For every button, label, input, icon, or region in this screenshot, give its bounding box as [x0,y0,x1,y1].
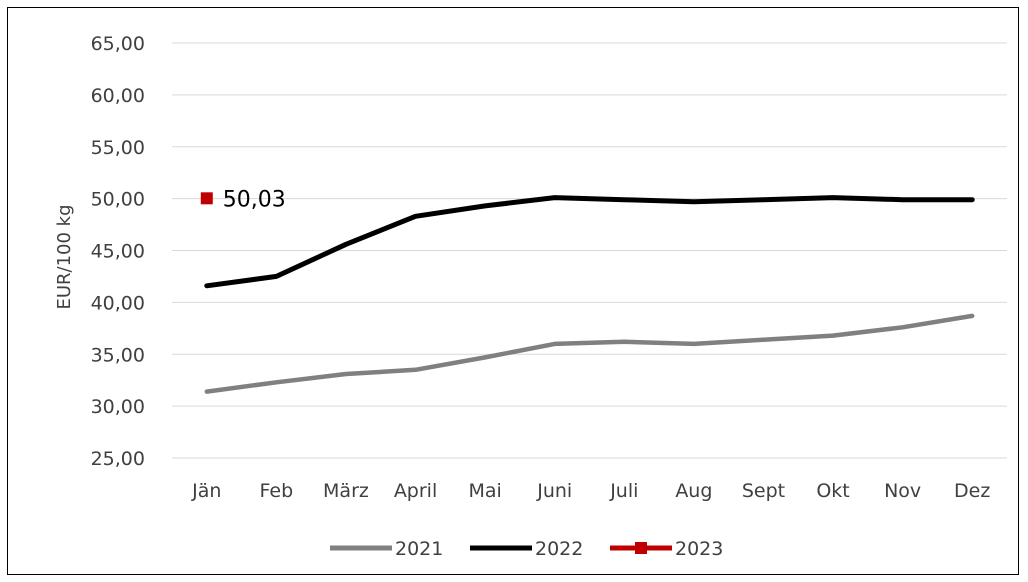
x-tick-label: Juni [536,480,572,502]
y-tick-label: 50,00 [91,189,145,211]
x-tick-label: Nov [884,480,921,502]
chart-frame [7,7,1019,575]
y-tick-label: 25,00 [91,448,145,470]
y-tick-label: 60,00 [91,85,145,107]
y-tick-label: 45,00 [91,241,145,263]
legend: 2021 2022 2023 [330,538,723,560]
legend-label-2022: 2022 [535,538,583,560]
gridlines [172,42,1007,459]
y-axis-ticks: 25,00 30,00 35,00 40,00 45,00 50,00 55,00 60,00… [91,33,145,470]
series-line-2022 [204,195,975,289]
x-tick-label: April [394,480,437,502]
y-tick-label: 40,00 [91,292,145,314]
y-tick-label: 55,00 [91,137,145,159]
x-tick-label: Feb [260,480,294,502]
x-axis-ticks: Jän Feb März April Mai Juni Juli Aug Sept Okt Nov D… [191,480,990,502]
x-tick-label: Jän [191,480,221,502]
y-tick-label: 30,00 [91,396,145,418]
x-tick-label: Sept [742,480,785,502]
x-tick-label: Mai [468,480,501,502]
x-tick-label: Aug [675,480,712,502]
data-label-2023: 50,03 [223,187,286,212]
legend-marker-2023 [635,542,647,554]
x-tick-label: Okt [816,480,849,502]
series-layer: 50,03 [200,187,975,394]
x-tick-label: Dez [954,480,990,502]
series-point-2023 [200,192,213,205]
legend-label-2023: 2023 [675,538,723,560]
x-tick-label: März [323,480,369,502]
y-axis-title: EUR/100 kg [54,204,75,309]
legend-label-2021: 2021 [395,538,443,560]
series-line-2021 [204,313,975,394]
y-tick-label: 35,00 [91,344,145,366]
x-tick-label: Juli [609,480,638,502]
y-tick-label: 65,00 [91,33,145,55]
